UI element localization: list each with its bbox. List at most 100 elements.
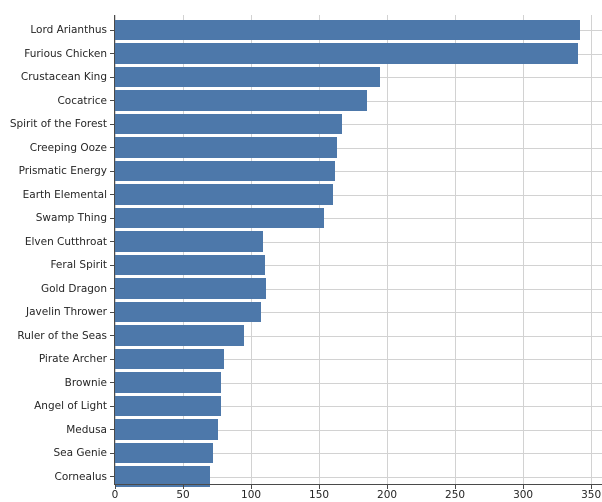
y-tick-label: Furious Chicken — [24, 47, 107, 60]
y-tick-label: Feral Spirit — [50, 258, 107, 271]
x-tick-mark — [591, 484, 593, 489]
y-gridline — [115, 194, 602, 196]
x-gridline — [455, 15, 457, 484]
x-gridline — [591, 15, 593, 484]
y-tick-label: Crustacean King — [20, 70, 107, 83]
y-tick-mark — [110, 241, 114, 242]
y-tick-mark — [110, 358, 114, 360]
y-tick-mark — [110, 288, 114, 289]
bar-furious-chicken — [115, 43, 578, 64]
y-axis-line — [114, 15, 115, 485]
bar-elven-cutthroat — [115, 231, 264, 252]
bar-crustacean-king — [115, 66, 381, 88]
y-gridline — [115, 335, 602, 337]
y-gridline — [115, 218, 602, 219]
y-tick-mark — [110, 53, 114, 54]
bar-feral-spirit — [115, 254, 265, 276]
x-gridline — [387, 15, 389, 484]
y-tick-label: Cornealus — [54, 470, 107, 483]
x-tick-label: 150 — [309, 489, 330, 501]
y-tick-label: Creeping Ooze — [29, 141, 107, 154]
y-tick-label: Prismatic Energy — [18, 164, 107, 177]
y-gridline — [115, 382, 602, 384]
x-tick-mark — [115, 484, 116, 489]
y-tick-mark — [110, 217, 114, 219]
y-tick-mark — [110, 29, 114, 31]
bar-angel-of-light — [115, 395, 222, 417]
bar-earth-elemental — [115, 184, 333, 205]
y-tick-mark — [110, 405, 114, 407]
y-gridline — [115, 241, 602, 243]
y-tick-label: Medusa — [66, 423, 107, 436]
x-tick-mark — [387, 484, 389, 489]
bar-cocatrice — [115, 90, 367, 111]
y-tick-label: Gold Dragon — [40, 282, 107, 295]
x-tick-label: 50 — [176, 489, 190, 501]
y-gridline — [115, 124, 602, 125]
x-tick-mark — [251, 484, 253, 489]
y-tick-label: Sea Genie — [53, 446, 107, 459]
x-tick-label: 100 — [241, 489, 262, 501]
y-tick-label: Spirit of the Forest — [9, 117, 107, 130]
y-tick-mark — [110, 452, 114, 454]
bar-spirit-of-the-forest — [115, 113, 343, 135]
bar-gold-dragon — [115, 278, 266, 299]
y-tick-mark — [110, 476, 114, 477]
y-gridline — [115, 288, 602, 290]
y-gridline — [115, 171, 602, 172]
y-tick-mark — [110, 76, 114, 78]
y-gridline — [115, 359, 602, 360]
y-tick-label: Pirate Archer — [38, 352, 107, 365]
y-tick-label: Ruler of the Seas — [17, 329, 107, 342]
x-tick-label: 300 — [513, 489, 534, 501]
y-tick-label: Brownie — [64, 376, 107, 389]
y-gridline — [115, 406, 602, 407]
y-gridline — [115, 476, 602, 478]
y-tick-mark — [110, 147, 114, 148]
y-tick-mark — [110, 311, 114, 313]
bar-ruler-of-the-seas — [115, 325, 245, 346]
x-tick-label: 200 — [377, 489, 398, 501]
y-tick-label: Javelin Thrower — [26, 305, 107, 318]
y-gridline — [115, 312, 602, 313]
bar-javelin-thrower — [115, 301, 261, 323]
y-tick-label: Earth Elemental — [22, 188, 107, 201]
x-tick-label: 250 — [445, 489, 466, 501]
x-gridline — [319, 15, 321, 484]
bar-brownie — [115, 372, 222, 393]
y-tick-label: Swamp Thing — [35, 211, 107, 224]
x-axis-line — [114, 483, 602, 485]
x-tick-mark — [183, 484, 185, 489]
y-tick-mark — [110, 382, 114, 383]
x-gridline — [523, 15, 525, 484]
x-tick-mark — [523, 484, 525, 489]
y-gridline — [115, 265, 602, 266]
y-tick-mark — [110, 123, 114, 125]
y-tick-mark — [110, 335, 114, 336]
bar-pirate-archer — [115, 348, 224, 370]
bar-prismatic-energy — [115, 160, 336, 182]
y-tick-mark — [110, 100, 114, 101]
bar-medusa — [115, 419, 219, 440]
x-tick-label: 0 — [111, 489, 119, 501]
y-gridline — [115, 147, 602, 149]
bar-cornealus — [115, 466, 211, 487]
y-tick-label: Lord Arianthus — [30, 23, 107, 36]
y-tick-label: Angel of Light — [34, 399, 107, 412]
x-tick-mark — [319, 484, 321, 489]
bar-swamp-thing — [115, 207, 325, 229]
y-tick-label: Elven Cutthroat — [24, 235, 107, 248]
y-tick-mark — [110, 170, 114, 172]
bar-sea-genie — [115, 442, 213, 464]
y-gridline — [115, 453, 602, 454]
x-tick-mark — [455, 484, 457, 489]
y-tick-mark — [110, 194, 114, 195]
y-tick-mark — [110, 264, 114, 266]
y-tick-mark — [110, 429, 114, 430]
x-tick-label: 350 — [581, 489, 602, 501]
y-gridline — [115, 429, 602, 431]
bar-lord-arianthus — [115, 19, 581, 41]
bar-creeping-ooze — [115, 137, 337, 158]
y-tick-label: Cocatrice — [57, 94, 107, 107]
